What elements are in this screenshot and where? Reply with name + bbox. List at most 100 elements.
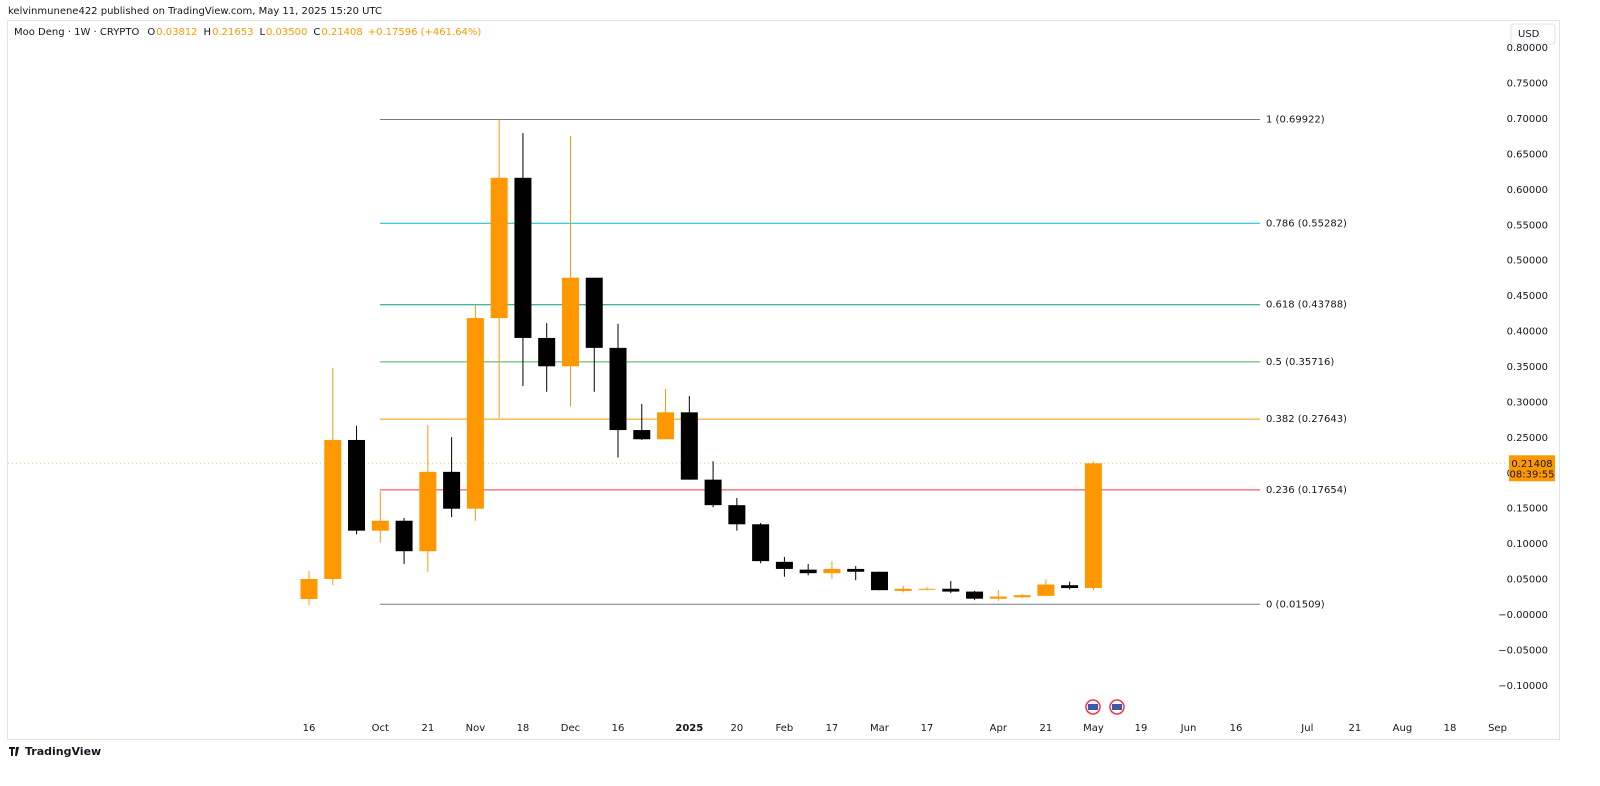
- candle-body: [585, 277, 603, 348]
- x-tick-label: 21: [421, 723, 434, 734]
- ohlc-value: 0.21653: [212, 27, 253, 38]
- x-tick-label: Aug: [1393, 723, 1413, 734]
- candle-body: [942, 588, 960, 592]
- x-tick-label: Feb: [776, 723, 794, 734]
- x-tick-label: 16: [1230, 723, 1243, 734]
- candle-body: [775, 561, 793, 569]
- candle-body: [371, 520, 389, 531]
- y-tick-label: 0.55000: [1507, 220, 1548, 231]
- byline: kelvinmunene422 published on TradingView…: [8, 6, 382, 17]
- candle-body: [1061, 585, 1079, 589]
- fib-label: 0.236 (0.17654): [1266, 485, 1347, 496]
- ohlc-value: 0.03500: [266, 27, 307, 38]
- countdown: 08:39:55: [1510, 469, 1555, 480]
- fib-label: 1 (0.69922): [1266, 115, 1325, 126]
- candle-body: [443, 471, 461, 509]
- candle-body: [752, 524, 770, 562]
- y-tick-label: 0.10000: [1507, 539, 1548, 550]
- y-tick-label: 0.60000: [1507, 185, 1548, 196]
- flag: [1088, 704, 1098, 710]
- y-tick-label: 0.30000: [1507, 397, 1548, 408]
- currency-label[interactable]: USD: [1518, 29, 1540, 40]
- y-tick-label: 0.35000: [1507, 362, 1548, 373]
- y-tick-label: −0.05000: [1498, 645, 1548, 656]
- candle-body: [966, 591, 984, 599]
- fib-label: 0.618 (0.43788): [1266, 300, 1347, 311]
- x-tick-label: 19: [1135, 723, 1148, 734]
- candle-body: [657, 412, 675, 440]
- candle-body: [419, 471, 437, 552]
- x-tick-label: 17: [921, 723, 934, 734]
- x-tick-label: 17: [826, 723, 839, 734]
- x-tick-label: 21: [1040, 723, 1053, 734]
- event-icons: [1085, 699, 1125, 715]
- y-tick-label: −0.00000: [1498, 610, 1548, 621]
- symbol-legend: Moo Deng · 1W · CRYPTO O0.03812 H0.21653 L0…: [14, 27, 481, 38]
- candle-body: [989, 596, 1007, 599]
- ohlc-key: O: [147, 27, 155, 38]
- x-tick-label: May: [1083, 723, 1104, 734]
- fib-label: 0.786 (0.55282): [1266, 218, 1347, 229]
- ohlc-key: H: [204, 27, 212, 38]
- x-tick-label: 20: [730, 723, 743, 734]
- candle-body: [870, 571, 888, 591]
- candle-body: [538, 337, 556, 367]
- y-tick-label: 0.75000: [1507, 79, 1548, 90]
- x-tick-label: Jun: [1180, 723, 1197, 734]
- x-tick-label: 18: [517, 723, 530, 734]
- candle-body: [324, 439, 342, 579]
- candle-body: [395, 520, 413, 552]
- y-tick-label: −0.10000: [1498, 681, 1548, 692]
- fib-label: 0.382 (0.27643): [1266, 414, 1347, 425]
- x-tick-label: Apr: [990, 723, 1008, 734]
- candle-body: [823, 568, 841, 574]
- brand-icon: [9, 747, 19, 756]
- candle-body: [514, 177, 532, 338]
- x-tick-label: Nov: [466, 723, 486, 734]
- candle-body: [918, 588, 936, 590]
- fib-label: 0.5 (0.35716): [1266, 357, 1334, 368]
- flag: [1112, 704, 1122, 710]
- y-tick-label: 0.70000: [1507, 114, 1548, 125]
- ohlc-key: L: [259, 27, 265, 38]
- candle-body: [300, 578, 318, 599]
- y-tick-label: 0.50000: [1507, 256, 1548, 267]
- candle-body: [633, 430, 651, 440]
- x-tick-label: 16: [303, 723, 316, 734]
- candle-body: [561, 277, 579, 367]
- candle-body: [894, 588, 912, 591]
- currency-button[interactable]: [1510, 23, 1556, 45]
- candle-body: [847, 568, 865, 572]
- candle-body: [728, 505, 746, 525]
- y-tick-label: 0.15000: [1507, 504, 1548, 515]
- change: +0.17596 (+461.64%): [368, 27, 482, 38]
- chart-frame: [7, 20, 1560, 740]
- x-tick-label: Dec: [561, 723, 580, 734]
- y-tick-label: 0.80000: [1507, 43, 1548, 54]
- ohlc-value: 0.03812: [156, 27, 197, 38]
- candle-body: [466, 318, 484, 509]
- candle-body: [490, 177, 508, 319]
- last-price-tag: [1509, 455, 1555, 482]
- y-tick-label: 0.45000: [1507, 291, 1548, 302]
- ohlc-value: 0.21408: [321, 27, 362, 38]
- candle-body: [680, 412, 698, 480]
- candle-body: [609, 347, 627, 431]
- y-tick-label: 0.05000: [1507, 575, 1548, 586]
- x-tick-label: 2025: [675, 723, 703, 734]
- y-tick-label: 0.40000: [1507, 327, 1548, 338]
- candle-body: [1013, 595, 1031, 598]
- x-tick-label: Oct: [372, 723, 389, 734]
- symbol: Moo Deng · 1W · CRYPTO: [14, 27, 139, 38]
- x-tick-label: 21: [1349, 723, 1362, 734]
- last-price-label: 0.21408: [1511, 459, 1552, 470]
- fib-label: 0 (0.01509): [1266, 599, 1325, 610]
- candle-body: [1037, 584, 1055, 596]
- y-tick-label: 0.65000: [1507, 149, 1548, 160]
- ohlc-key: C: [313, 27, 320, 38]
- x-tick-label: 16: [612, 723, 625, 734]
- x-tick-label: Sep: [1488, 723, 1507, 734]
- candle-body: [799, 569, 817, 574]
